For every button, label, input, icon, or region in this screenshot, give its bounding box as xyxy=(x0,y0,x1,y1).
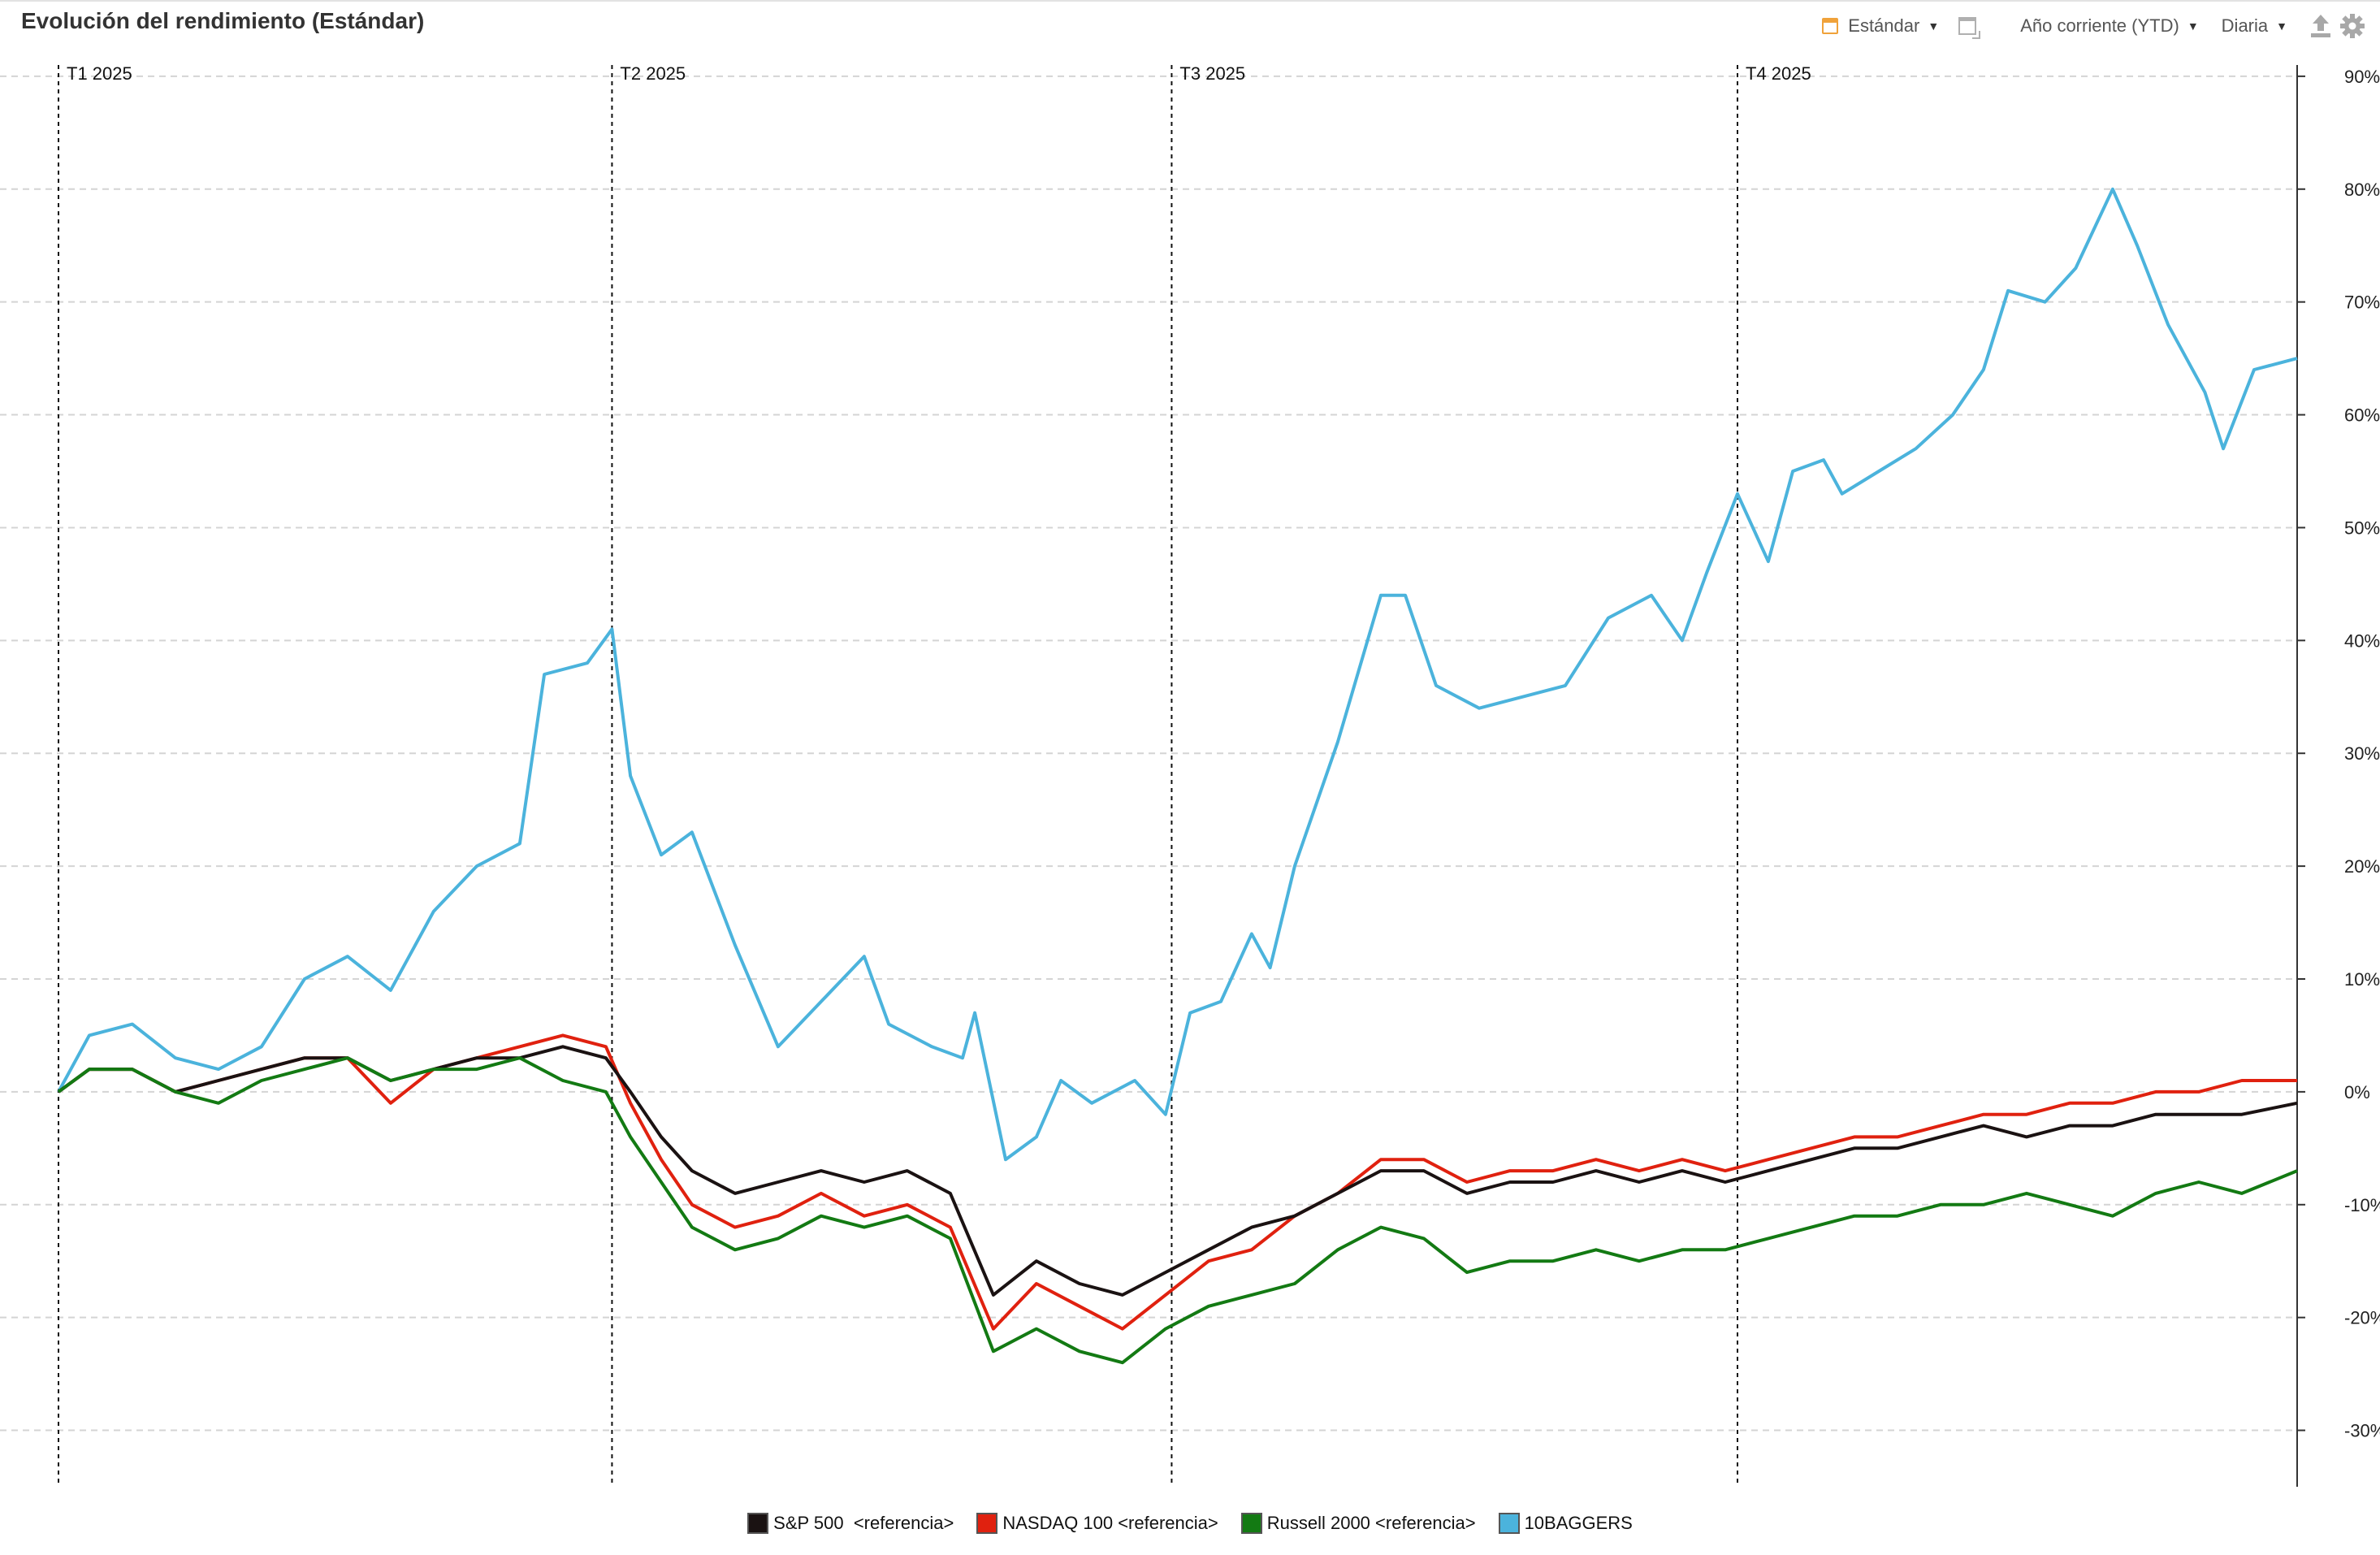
chart-legend: S&P 500 <referencia> NASDAQ 100 <referenc… xyxy=(0,1513,2380,1534)
y-tick-label: 0% xyxy=(2344,1082,2370,1102)
y-tick-label: -20% xyxy=(2344,1308,2380,1328)
y-tick-label: 10% xyxy=(2344,969,2380,990)
legend-label: S&P 500 <referencia> xyxy=(773,1513,954,1533)
legend-item[interactable]: 10BAGGERS xyxy=(1498,1513,1633,1534)
view-selector[interactable]: Estándar ▼ xyxy=(1822,15,1939,37)
page-title: Evolución del rendimiento (Estándar) xyxy=(21,8,425,33)
series-line-0 xyxy=(57,187,2298,1162)
export-icon[interactable] xyxy=(2309,13,2333,39)
quarter-label: T2 2025 xyxy=(620,63,686,84)
legend-swatch xyxy=(976,1513,998,1534)
header-rule xyxy=(0,0,2380,2)
quarter-label: T4 2025 xyxy=(1746,63,1811,84)
legend-item[interactable]: NASDAQ 100 <referencia> xyxy=(976,1513,1218,1534)
y-tick-label: 30% xyxy=(2344,743,2380,764)
y-tick-label: 80% xyxy=(2344,180,2380,200)
gear-icon[interactable] xyxy=(2339,13,2365,39)
series-line-1 xyxy=(57,1033,2297,1331)
frequency-selector[interactable]: Diaria ▼ xyxy=(2222,15,2287,37)
y-tick-label: 50% xyxy=(2344,518,2380,538)
legend-swatch xyxy=(1240,1513,1262,1534)
legend-item[interactable]: S&P 500 <referencia> xyxy=(747,1513,954,1534)
legend-swatch xyxy=(1498,1513,1520,1534)
legend-item[interactable]: Russell 2000 <referencia> xyxy=(1240,1513,1476,1534)
view-label: Estándar xyxy=(1848,15,1920,36)
y-tick-label: 20% xyxy=(2344,856,2380,877)
y-tick-label: -10% xyxy=(2344,1195,2380,1215)
legend-label: Russell 2000 <referencia> xyxy=(1266,1513,1476,1533)
chevron-down-icon: ▼ xyxy=(2187,19,2199,32)
y-tick-label: 60% xyxy=(2344,405,2380,426)
legend-label: NASDAQ 100 <referencia> xyxy=(1002,1513,1218,1533)
y-tick-label: 90% xyxy=(2344,67,2380,87)
window-icon[interactable] xyxy=(1958,17,1981,39)
calendar-icon xyxy=(1822,18,1839,34)
period-label: Año corriente (YTD) xyxy=(2020,15,2179,36)
series-line-3 xyxy=(57,1056,2298,1365)
y-tick-label: 40% xyxy=(2344,630,2380,651)
performance-chart: 90% 80% 70% 60% 50% 40% 30% 20% 10% 0% -10% -20% -30… xyxy=(0,63,2380,1487)
series-line-2 xyxy=(57,1045,2298,1297)
y-tick-label: 70% xyxy=(2344,292,2380,313)
legend-swatch xyxy=(747,1513,769,1534)
chart-toolbar: Estándar ▼ Año corriente (YTD) ▼ Diaria … xyxy=(1822,13,2365,39)
period-selector[interactable]: Año corriente (YTD) ▼ xyxy=(2020,15,2198,37)
quarter-label: T1 2025 xyxy=(67,63,132,84)
quarter-label: T3 2025 xyxy=(1179,63,1245,84)
frequency-label: Diaria xyxy=(2221,15,2269,36)
chevron-down-icon: ▼ xyxy=(1928,19,1940,32)
chevron-down-icon: ▼ xyxy=(2276,19,2287,32)
y-tick-label: -30% xyxy=(2344,1421,2380,1441)
legend-label: 10BAGGERS xyxy=(1524,1513,1633,1533)
